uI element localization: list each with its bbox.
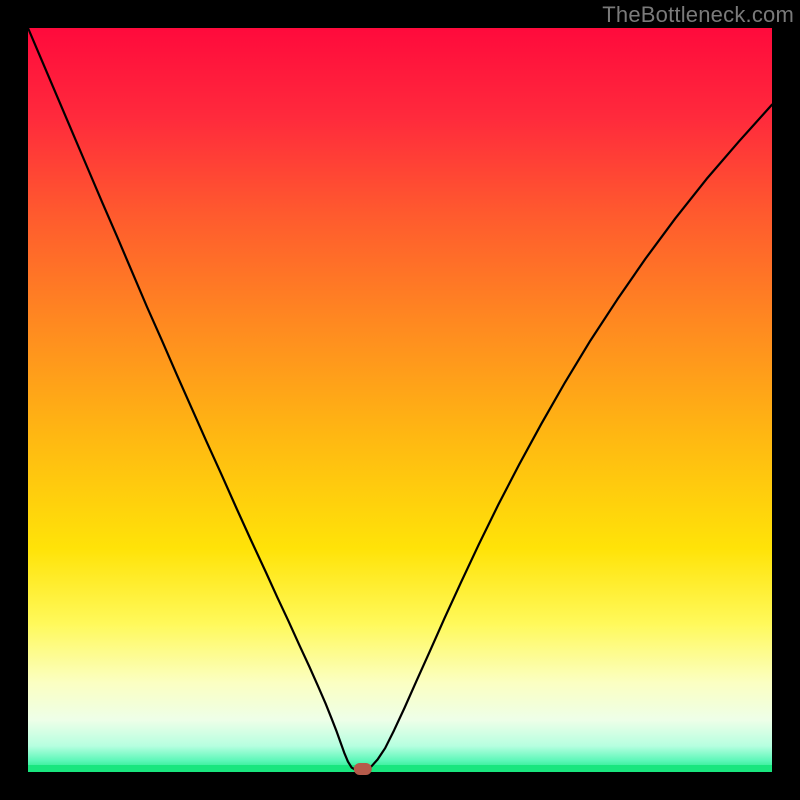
watermark-text: TheBottleneck.com	[602, 2, 794, 28]
optimal-point-marker	[354, 763, 372, 775]
chart-gradient-background	[28, 28, 772, 772]
chart-baseline-strip	[28, 765, 772, 772]
bottleneck-chart	[0, 0, 800, 800]
